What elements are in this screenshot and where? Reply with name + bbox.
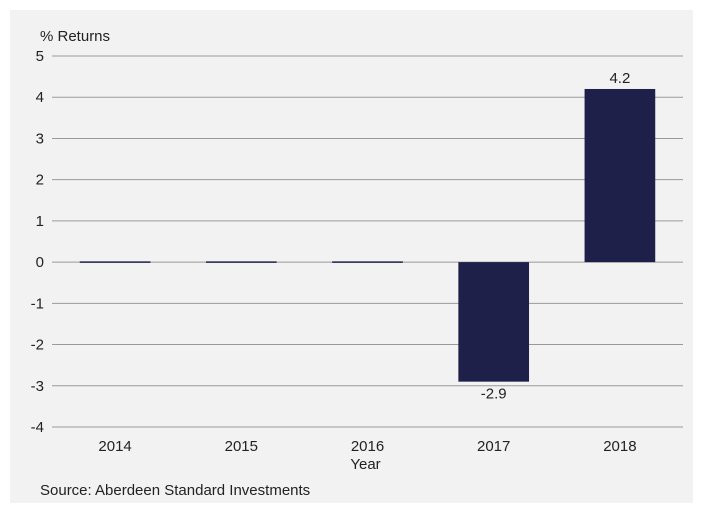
y-tick-label: 4 (36, 89, 44, 106)
y-tick-label: 1 (36, 213, 44, 230)
y-axis-title: % Returns (40, 28, 110, 45)
bar-2017 (458, 262, 530, 382)
data-label: -2.9 (481, 386, 507, 403)
x-tick-label: 2018 (603, 438, 636, 455)
x-tick-label: 2017 (477, 438, 510, 455)
bar-2015 (205, 261, 277, 263)
bar-2016 (332, 261, 403, 263)
x-tick-label: 2016 (351, 438, 384, 455)
y-tick-label: 3 (36, 130, 44, 147)
y-tick-label: -1 (31, 295, 44, 312)
bar-2018 (584, 88, 656, 263)
x-tick-label: 2014 (98, 438, 131, 455)
bars (79, 88, 656, 382)
bar-chart: % Returns 5 4 3 2 1 0 -1 -2 -3 -4 2014 2015 2016 2017 -… (31, 28, 683, 473)
y-tick-label: 2 (36, 172, 44, 189)
chart-panel: % Returns 5 4 3 2 1 0 -1 -2 -3 -4 2014 2015 2016 2017 -… (10, 10, 693, 503)
y-tick-label: 5 (36, 48, 44, 65)
y-tick-label: -2 (31, 337, 44, 354)
x-axis-title: Year (350, 456, 380, 473)
x-tick-label: 2015 (225, 438, 258, 455)
y-tick-label: -4 (31, 419, 44, 436)
bar-2014 (79, 261, 151, 263)
y-tick-label: -3 (31, 378, 44, 395)
data-label: 4.2 (609, 70, 630, 87)
y-tick-label: 0 (36, 254, 44, 271)
source-note: Source: Aberdeen Standard Investments (40, 482, 311, 499)
labels: % Returns 5 4 3 2 1 0 -1 -2 -3 -4 2014 2015 2016 2017 -… (31, 28, 637, 473)
